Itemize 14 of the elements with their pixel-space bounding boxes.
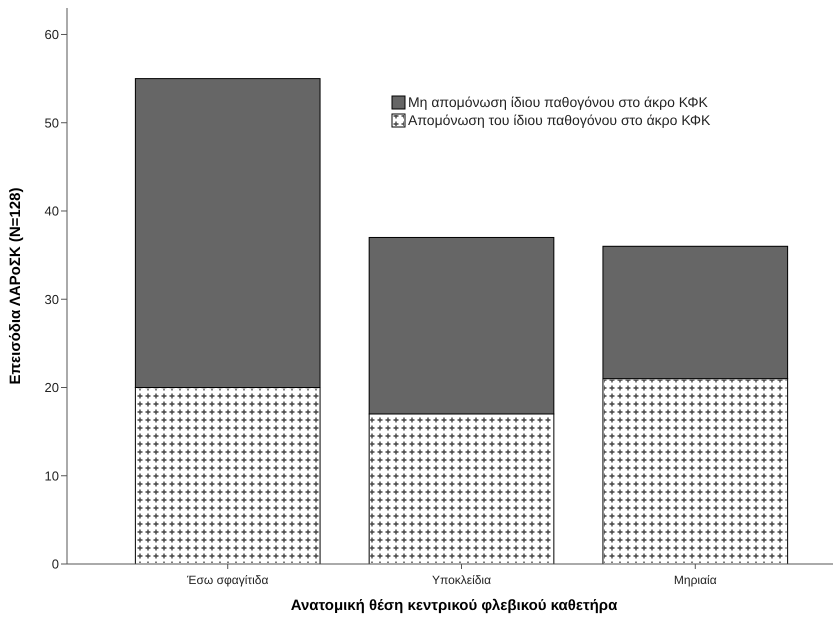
x-tick-label: Έσω σφαγίτιδα — [186, 573, 268, 587]
x-tick-label: Μηριαία — [674, 573, 717, 587]
x-axis-title: Ανατομική θέση κεντρικού φλεβικού καθετήρα — [290, 597, 618, 614]
x-tick-label: Υποκλείδια — [432, 573, 492, 587]
y-tick-label: 40 — [44, 204, 59, 219]
legend-label: Απομόνωση του ίδιου παθογόνου στο άκρο ΚΦΚ — [408, 112, 712, 128]
y-tick-label: 20 — [44, 380, 59, 396]
legend-label: Μη απομόνωση ίδιου παθογόνου στο άκρο ΚΦΚ — [408, 94, 708, 110]
y-axis-title: Επεισόδια ΛΑΡοΣΚ (N=128) — [7, 188, 24, 384]
y-tick-label: 50 — [44, 115, 59, 130]
y-tick-label: 30 — [44, 292, 59, 307]
y-tick-label: 0 — [52, 556, 59, 572]
y-tick-label: 60 — [44, 27, 59, 42]
y-tick-label: 10 — [44, 468, 59, 484]
